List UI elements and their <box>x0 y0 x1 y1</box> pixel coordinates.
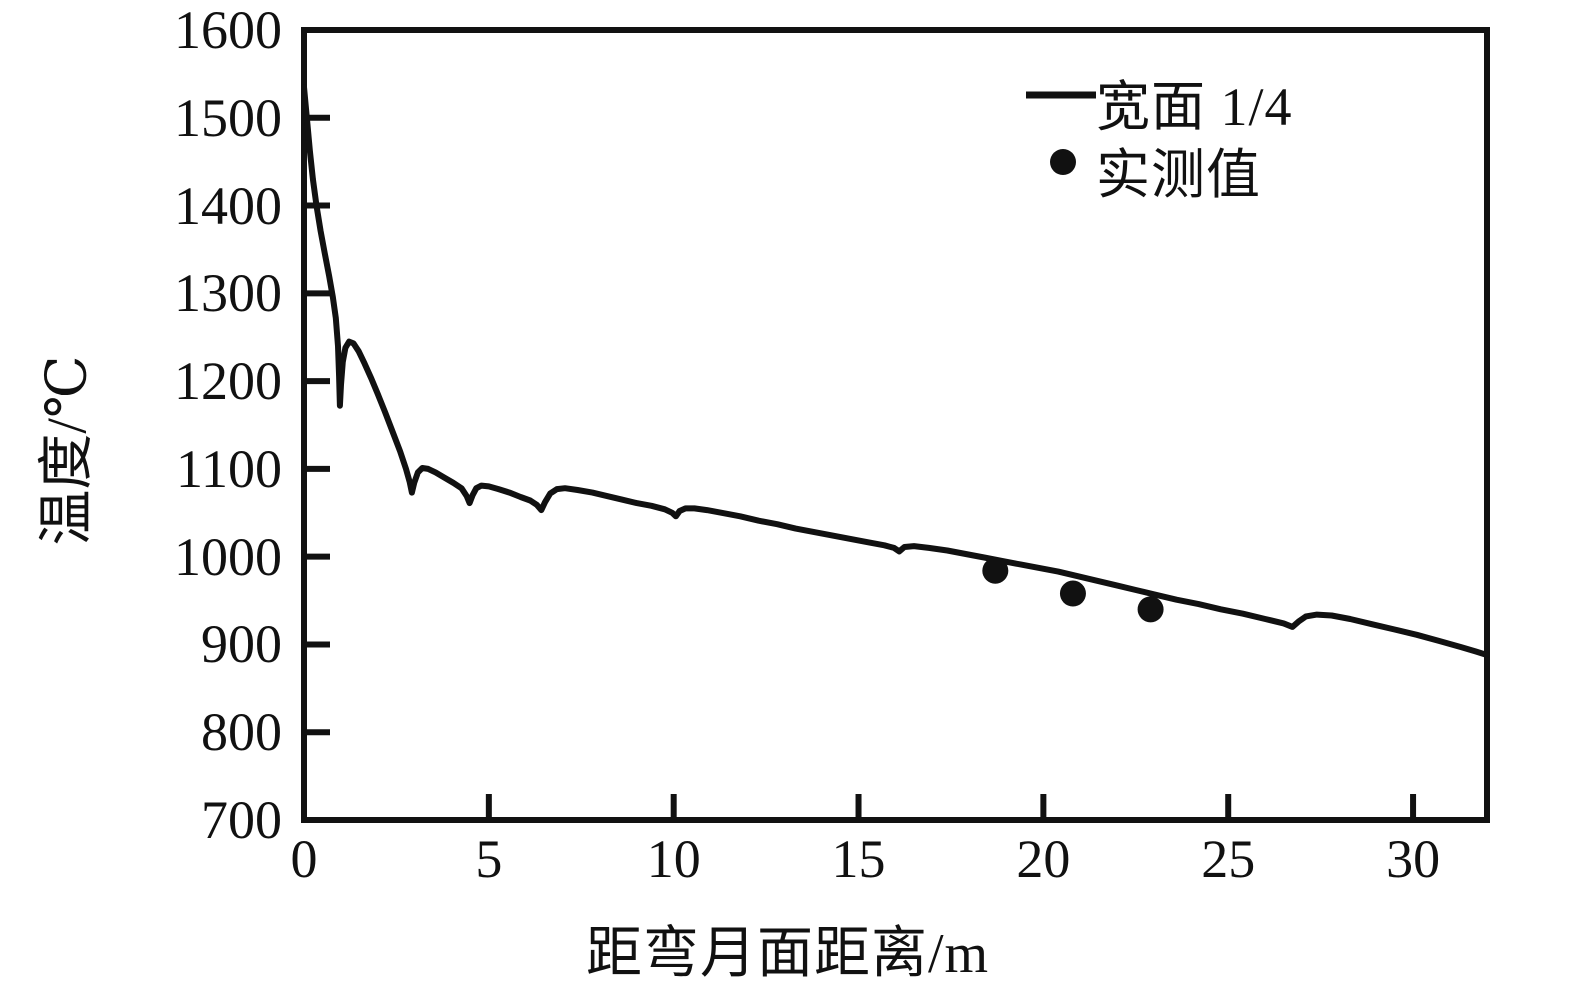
x-tick-label: 5 <box>475 829 503 889</box>
y-tick-label: 1300 <box>174 263 282 324</box>
legend-dot-swatch <box>1050 149 1076 175</box>
legend-entry-line-label: 宽面 1/4 <box>1096 77 1293 137</box>
axis-ticks <box>304 114 1417 820</box>
x-tick-label: 0 <box>290 829 318 889</box>
y-tick-label: 1600 <box>174 0 282 60</box>
x-tick-label: 25 <box>1201 829 1256 889</box>
data-point-marker <box>1137 596 1164 623</box>
y-tick-label: 1000 <box>174 526 282 587</box>
y-tick-label: 1400 <box>174 175 282 236</box>
x-tick-label: 15 <box>831 829 886 889</box>
legend-entry-dot-label: 实测值 <box>1096 145 1261 205</box>
data-point-marker <box>982 557 1009 584</box>
plot-frame <box>301 27 1490 823</box>
x-tick-label: 30 <box>1386 829 1441 889</box>
x-tick-label: 20 <box>1016 829 1071 889</box>
series-scatter-measured <box>982 557 1164 623</box>
y-tick-label: 1100 <box>176 438 282 499</box>
x-tick-label: 10 <box>646 829 701 889</box>
y-tick-label: 900 <box>201 614 282 675</box>
y-tick-label: 800 <box>201 702 282 763</box>
data-point-marker <box>1059 580 1086 607</box>
y-tick-label: 1500 <box>174 87 282 148</box>
series-line-broadface-quarter <box>301 84 1490 658</box>
y-tick-label: 700 <box>201 790 282 850</box>
y-tick-label: 1200 <box>174 351 282 412</box>
x-axis-title: 距弯月面距离/m <box>585 923 990 985</box>
